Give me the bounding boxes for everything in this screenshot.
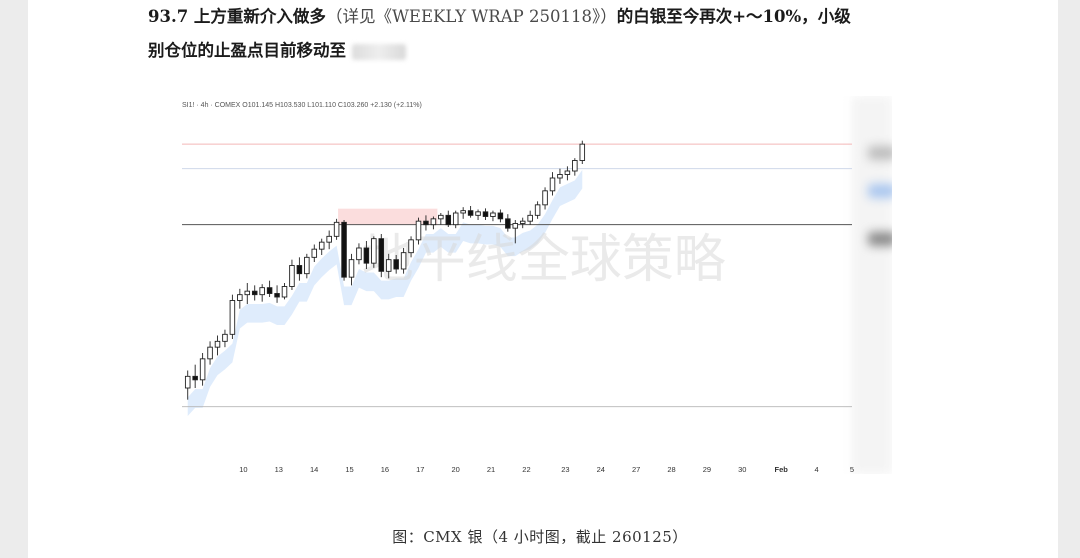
- x-tick-label: 17: [416, 465, 424, 474]
- candle-body: [207, 346, 213, 360]
- candle-body: [192, 375, 198, 381]
- x-tick-label: 14: [310, 465, 318, 474]
- candle-body: [281, 286, 288, 298]
- candle-body: [460, 210, 466, 214]
- price-label-blur: [868, 146, 896, 160]
- candle-body: [505, 218, 511, 229]
- candle-body: [363, 247, 370, 264]
- article-paragraph: 93.7 上方重新介入做多（详见《WEEKLY WRAP 250118》）的白银…: [148, 0, 908, 68]
- x-tick-label: 29: [703, 465, 711, 474]
- x-tick-label: Feb: [775, 465, 789, 474]
- price-label-blur: [868, 232, 896, 246]
- candle-body: [341, 221, 347, 278]
- candle-body: [475, 211, 481, 216]
- candle-body: [542, 190, 548, 206]
- candle-body: [393, 259, 399, 270]
- redacted-value: [351, 43, 406, 60]
- candle-body: [415, 220, 422, 241]
- candle-body: [519, 220, 526, 224]
- candle-body: [579, 143, 586, 161]
- candle-body: [482, 211, 489, 217]
- candle-body: [214, 340, 221, 348]
- candle-body: [237, 294, 243, 301]
- candle-body: [296, 265, 303, 275]
- x-tick-label: 28: [667, 465, 675, 474]
- x-tick-label: 22: [522, 465, 530, 474]
- candle-body: [408, 239, 414, 254]
- candle-body: [490, 212, 496, 217]
- x-tick-label: 30: [738, 465, 746, 474]
- x-tick-label: 10: [239, 465, 247, 474]
- support-band: [187, 169, 583, 416]
- candle-body: [184, 375, 191, 389]
- candle-body: [452, 212, 459, 226]
- candle-body: [512, 223, 519, 229]
- candle-body: [222, 333, 228, 342]
- resistance-zone: [338, 208, 438, 225]
- x-tick-label: 16: [381, 465, 389, 474]
- candle-body: [549, 177, 556, 192]
- candle-body: [467, 210, 474, 216]
- candle-body: [348, 259, 355, 278]
- candle-body: [378, 238, 385, 272]
- x-tick-label: 21: [487, 465, 495, 474]
- candle-body: [423, 220, 429, 226]
- candle-body: [557, 174, 563, 179]
- candle-body: [311, 248, 318, 258]
- candle-body: [199, 358, 206, 381]
- candle-body: [385, 259, 392, 272]
- candle-body: [445, 214, 452, 226]
- candle-body: [438, 214, 444, 220]
- weekly-wrap-reference: （详见《WEEKLY WRAP 250118》）: [325, 7, 617, 26]
- candle-body: [527, 214, 533, 222]
- candle-body: [259, 287, 265, 296]
- candle-body: [289, 265, 295, 287]
- x-tick-label: 23: [561, 465, 569, 474]
- candle-body: [534, 204, 541, 216]
- candle-body: [356, 247, 362, 261]
- chart-header: SI1! · 4h · COMEX O101.145 H103.530 L101…: [182, 102, 422, 109]
- x-tick-label: 24: [597, 465, 605, 474]
- price-label-blur: [868, 184, 896, 198]
- chart-container: SI1! · 4h · COMEX O101.145 H103.530 L101…: [150, 96, 896, 474]
- x-tick-label: 4: [815, 465, 819, 474]
- candle-body: [251, 290, 258, 296]
- candle-body: [430, 218, 437, 226]
- candle-body: [266, 287, 273, 294]
- line2-text: 别仓位的止盈点目前移动至: [148, 41, 346, 60]
- candle-body: [572, 160, 578, 172]
- x-tick-label: 15: [345, 465, 353, 474]
- line1-rest: 的白银至今再次+～10%，小级: [616, 7, 851, 26]
- candle-body: [229, 300, 236, 335]
- candle-body: [371, 238, 377, 264]
- x-tick-label: 5: [850, 465, 854, 474]
- figure-caption: 图：CMX 银（4 小时图，截止 260125）: [392, 528, 688, 546]
- candle-body: [318, 241, 325, 250]
- x-tick-label: 27: [632, 465, 640, 474]
- candle-body: [497, 212, 504, 220]
- candle-body: [304, 256, 310, 275]
- article-line-2: 别仓位的止盈点目前移动至: [148, 34, 908, 68]
- chart-background: [150, 96, 892, 474]
- candle-body: [274, 293, 280, 298]
- candle-body: [400, 252, 407, 270]
- candle-body: [244, 290, 251, 296]
- chart-watermark: 地平线全球策略: [362, 230, 726, 290]
- candle-body: [326, 235, 332, 243]
- x-tick-label: 20: [452, 465, 460, 474]
- line1-main: 93.7 上方重新介入做多: [148, 7, 326, 26]
- candlestick-chart: SI1! · 4h · COMEX O101.145 H103.530 L101…: [150, 96, 896, 474]
- candle-body: [333, 221, 340, 237]
- x-tick-label: 13: [275, 465, 283, 474]
- candle-body: [564, 170, 571, 175]
- article-line-1: 93.7 上方重新介入做多（详见《WEEKLY WRAP 250118》）的白银…: [148, 0, 908, 34]
